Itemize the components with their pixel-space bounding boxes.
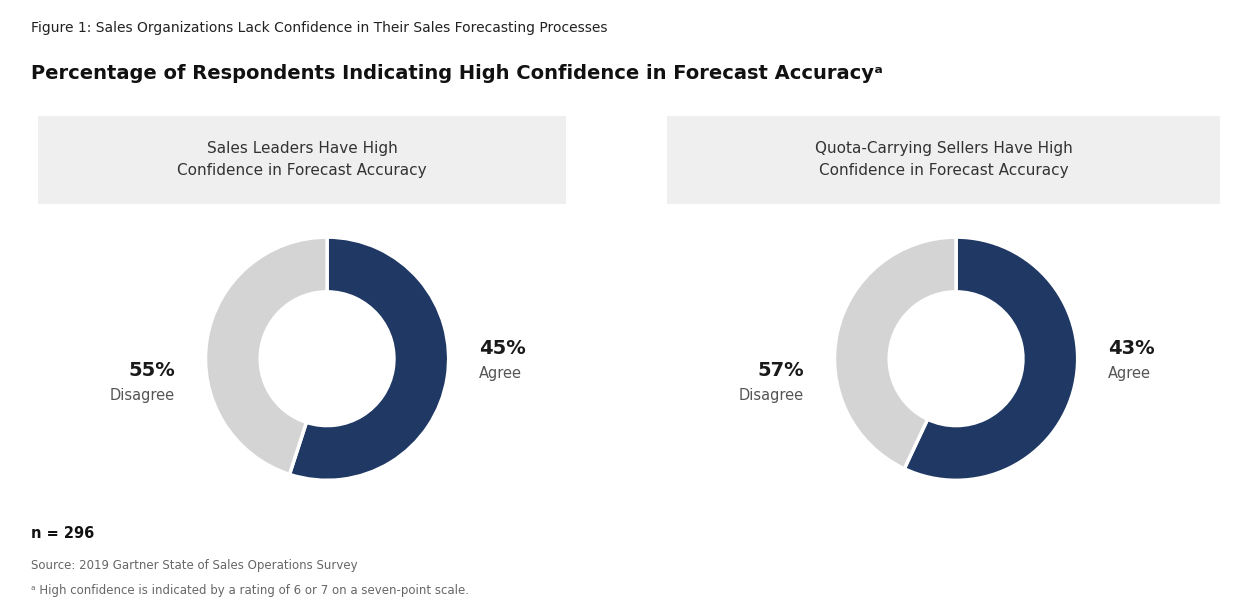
Text: 55%: 55% — [128, 361, 175, 381]
Wedge shape — [205, 237, 327, 474]
Text: Agree: Agree — [1108, 366, 1151, 381]
Wedge shape — [834, 237, 956, 469]
Text: Source: 2019 Gartner State of Sales Operations Survey: Source: 2019 Gartner State of Sales Oper… — [31, 559, 359, 572]
Wedge shape — [905, 237, 1078, 480]
Text: Sales Leaders Have High
Confidence in Forecast Accuracy: Sales Leaders Have High Confidence in Fo… — [177, 141, 426, 178]
Text: n = 296: n = 296 — [31, 526, 94, 541]
Text: Agree: Agree — [479, 366, 522, 381]
Text: Percentage of Respondents Indicating High Confidence in Forecast Accuracyᵃ: Percentage of Respondents Indicating Hig… — [31, 64, 883, 83]
Text: Quota-Carrying Sellers Have High
Confidence in Forecast Accuracy: Quota-Carrying Sellers Have High Confide… — [815, 141, 1072, 178]
Text: Disagree: Disagree — [738, 388, 804, 402]
Wedge shape — [289, 237, 449, 480]
Text: 43%: 43% — [1108, 339, 1155, 359]
Text: Figure 1: Sales Organizations Lack Confidence in Their Sales Forecasting Process: Figure 1: Sales Organizations Lack Confi… — [31, 21, 608, 35]
Text: 45%: 45% — [479, 339, 526, 359]
Text: 57%: 57% — [757, 361, 804, 381]
Text: ᵃ High confidence is indicated by a rating of 6 or 7 on a seven-point scale.: ᵃ High confidence is indicated by a rati… — [31, 584, 469, 596]
Text: Disagree: Disagree — [109, 388, 175, 402]
